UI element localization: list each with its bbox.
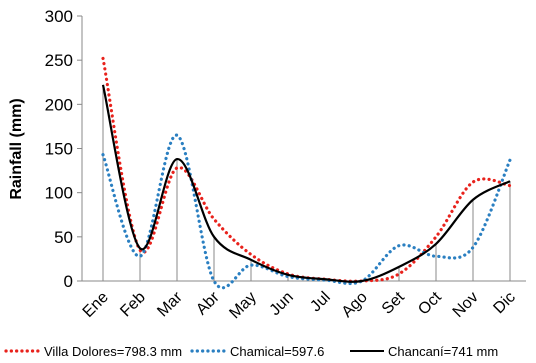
y-tick-label: 0: [64, 272, 73, 291]
drop-lines: [102, 84, 511, 281]
y-tick-label: 100: [45, 184, 73, 203]
y-tick-label: 250: [45, 51, 73, 70]
series-line-3: [101, 84, 511, 283]
legend-label: Villa Dolores=798.3 mm: [44, 344, 182, 359]
y-tick-label: 150: [45, 140, 73, 159]
x-tick-label: Ago: [339, 289, 371, 321]
axes: [77, 15, 526, 282]
y-axis-label: Rainfall (mm): [8, 98, 25, 199]
x-tick-label: Mar: [154, 288, 186, 320]
x-tick-labels: Ene Feb Mar Abr May Jun Jul Ago Set Oct Nov Dic: [80, 288, 519, 322]
y-tick-label: 200: [45, 95, 73, 114]
legend-label: Chancaní=741 mm: [388, 344, 498, 359]
y-tick-label: 50: [54, 228, 73, 247]
x-tick-label: Oct: [415, 288, 445, 318]
x-tick-label: Jul: [307, 289, 333, 315]
x-tick-label: Feb: [117, 289, 149, 321]
series-line-2: [101, 133, 512, 290]
legend-label: Chamical=597.6: [230, 344, 324, 359]
x-tick-label: Jun: [267, 289, 297, 319]
x-tick-label: Nov: [450, 289, 482, 321]
y-tick-label: 300: [45, 7, 73, 26]
x-tick-label: Abr: [193, 288, 223, 318]
x-tick-label: May: [226, 289, 259, 322]
x-tick-label: Dic: [490, 289, 518, 317]
series-lines: [101, 56, 512, 290]
x-tick-label: Ene: [80, 289, 112, 321]
legend: Villa Dolores=798.3 mm Chamical=597.6 Chan…: [4, 344, 498, 359]
x-tick-label: Set: [379, 288, 408, 317]
y-tick-labels: 0 50 100 150 200 250 300: [45, 7, 73, 291]
